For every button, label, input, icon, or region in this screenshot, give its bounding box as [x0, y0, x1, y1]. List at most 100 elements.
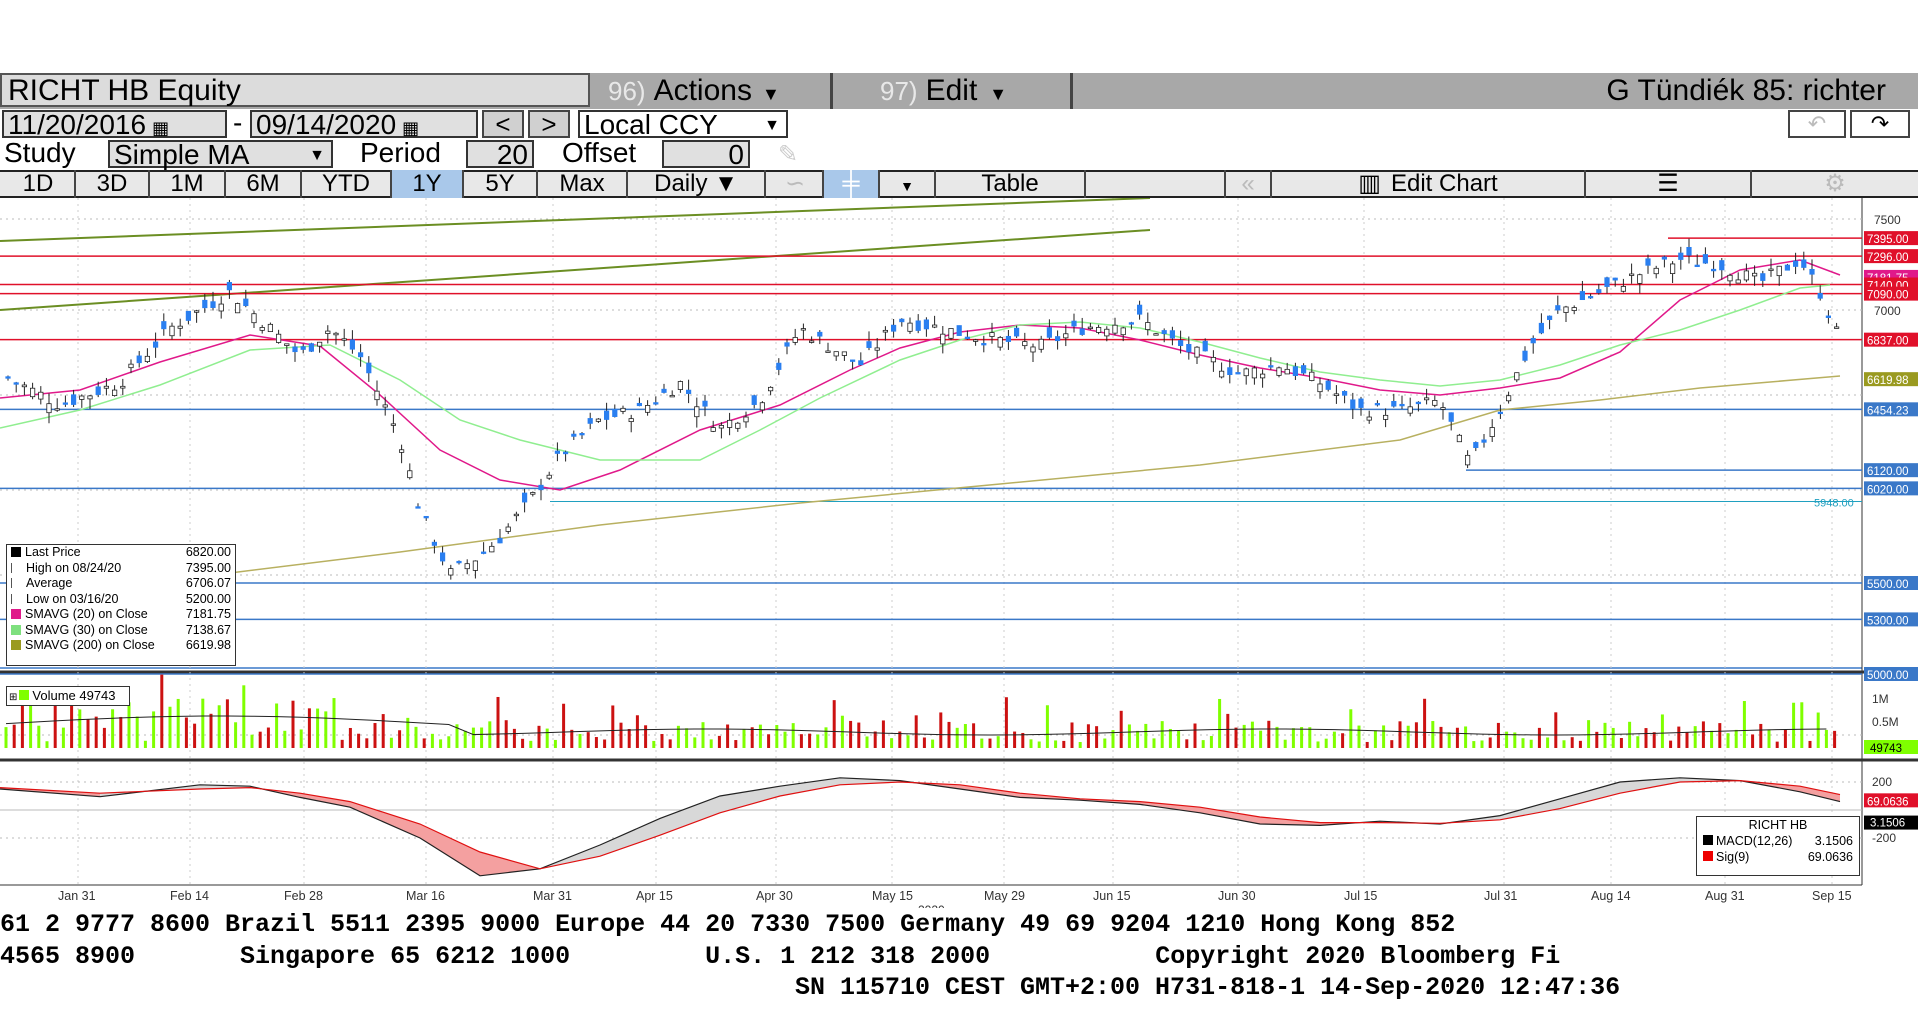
candle-body	[1079, 328, 1085, 335]
macd-tag-label: 3.1506	[1870, 818, 1905, 830]
settings-button[interactable]: ⚙	[1752, 170, 1918, 198]
candle-body	[357, 352, 364, 358]
candle-body	[1350, 399, 1356, 409]
volume-legend: ⊞ Volume 49743	[6, 686, 130, 706]
period-input[interactable]: 20	[466, 140, 534, 169]
candle-body	[152, 341, 159, 348]
candle-body	[1112, 324, 1118, 334]
x-axis-label: Aug 31	[1705, 889, 1745, 903]
candle-body	[464, 563, 470, 570]
timeframe-1y[interactable]: 1Y	[392, 170, 464, 198]
candle-body	[1260, 373, 1266, 379]
macd-value: 3.1506	[1814, 834, 1853, 848]
timeframe-3d[interactable]: 3D	[76, 170, 150, 198]
candle-body	[1596, 289, 1602, 294]
macd-histogram-area	[1800, 786, 1840, 802]
start-date-field[interactable]: 11/20/2016 ▦	[2, 110, 227, 139]
macd-tick-label: 200	[1872, 775, 1892, 789]
end-date-value: 09/14/2020	[256, 109, 397, 140]
candle-body	[374, 390, 380, 401]
timeframe-6m[interactable]: 6M	[226, 170, 302, 198]
candle-body	[964, 336, 971, 340]
table-button[interactable]: Table	[936, 170, 1086, 198]
legend-value: 6820.00	[185, 545, 231, 559]
candle-body	[1022, 341, 1028, 347]
candle-body	[1251, 367, 1257, 379]
candle-body	[1456, 434, 1462, 443]
actions-menu-button[interactable]: 96) Actions ▼	[608, 73, 780, 109]
timeframe-1d[interactable]: 1D	[2, 170, 76, 198]
candle-body	[185, 310, 191, 321]
study-select[interactable]: Simple MA ▼	[108, 140, 333, 169]
candle-body	[997, 336, 1003, 348]
end-date-field[interactable]: 09/14/2020 ▦	[250, 109, 478, 140]
line-chart-button[interactable]: ∽	[768, 170, 824, 198]
candle-body	[1514, 372, 1520, 381]
candle-body	[1071, 320, 1077, 327]
price-tag	[1864, 231, 1918, 246]
pen-icon[interactable]: ✎	[778, 141, 799, 168]
candle-body	[1145, 322, 1151, 330]
calendar-icon[interactable]: ▦	[402, 118, 420, 138]
price-chart[interactable]: 750070007395.007296.007181.757140.007090…	[0, 198, 1918, 908]
candle-chart-button[interactable]: ╪	[824, 170, 880, 198]
candle-body	[784, 342, 790, 347]
x-axis-label: May 29	[984, 889, 1025, 903]
redo-button[interactable]: ↷	[1850, 110, 1910, 138]
undo-button[interactable]: ↶	[1788, 110, 1846, 138]
candle-body	[694, 406, 700, 418]
currency-select[interactable]: Local CCY ▼	[578, 109, 788, 140]
candle-body	[710, 427, 716, 432]
user-label: G Tündiék 85: richter	[1606, 74, 1886, 107]
candle-body	[1760, 273, 1766, 281]
macd-line	[0, 777, 1841, 877]
calendar-icon[interactable]: ▦	[152, 118, 170, 138]
timeframe-5y[interactable]: 5Y	[464, 170, 538, 198]
previous-period-button[interactable]: <	[482, 110, 524, 138]
candle-body	[169, 325, 175, 337]
actions-label: Actions	[653, 74, 752, 107]
candle-body	[1538, 322, 1544, 334]
currency-value: Local CCY	[584, 109, 718, 140]
timeframe-1m[interactable]: 1M	[150, 170, 226, 198]
candle-body	[112, 389, 118, 396]
chevron-down-icon[interactable]: ▼	[309, 147, 325, 164]
chevron-down-icon: ▼	[761, 84, 780, 104]
candle-body	[940, 333, 946, 345]
candle-body	[1227, 367, 1233, 376]
legend-swatch	[11, 640, 21, 650]
candle-body	[1825, 315, 1831, 318]
candle-body	[858, 360, 864, 366]
frequency-select[interactable]: Daily ▼	[628, 170, 766, 198]
macd-title: RICHT HB	[1748, 818, 1808, 832]
candle-body	[1087, 326, 1093, 329]
candle-body	[1333, 393, 1339, 396]
candle-body	[899, 318, 905, 323]
next-period-button[interactable]: >	[528, 110, 570, 138]
timeframe-max[interactable]: Max	[538, 170, 628, 198]
chart-type-dropdown[interactable]: ▼	[880, 170, 936, 198]
candle-body	[415, 506, 421, 509]
price-tag	[1864, 286, 1918, 301]
collapse-button[interactable]: «	[1226, 170, 1272, 198]
macd-histogram-area	[200, 784, 250, 789]
price-tag-label: 6619.98	[1867, 375, 1909, 387]
edit-chart-button[interactable]: ▥ Edit Chart	[1272, 170, 1586, 198]
period-label: Period	[360, 137, 441, 168]
offset-input[interactable]: 0	[662, 140, 750, 169]
candle-body	[1046, 327, 1052, 338]
x-axis-label: Jan 31	[58, 889, 96, 903]
macd-tick-label: -200	[1872, 831, 1896, 845]
candle-body	[882, 329, 889, 333]
chevron-down-icon[interactable]: ▼	[764, 117, 780, 134]
legend-label: SMAVG (20) on Close	[25, 607, 148, 621]
candle-body	[1104, 328, 1110, 337]
edit-menu-button[interactable]: 97) Edit ▼	[880, 73, 1007, 109]
security-ticker-field[interactable]: RICHT HB Equity	[0, 73, 590, 107]
candle-body	[1399, 403, 1405, 407]
annotation-button[interactable]: ☰	[1586, 170, 1752, 198]
timeframe-ytd[interactable]: YTD	[302, 170, 392, 198]
candle-body	[1005, 335, 1012, 342]
legend-swatch	[11, 578, 22, 588]
expand-icon[interactable]: ⊞	[9, 692, 18, 703]
